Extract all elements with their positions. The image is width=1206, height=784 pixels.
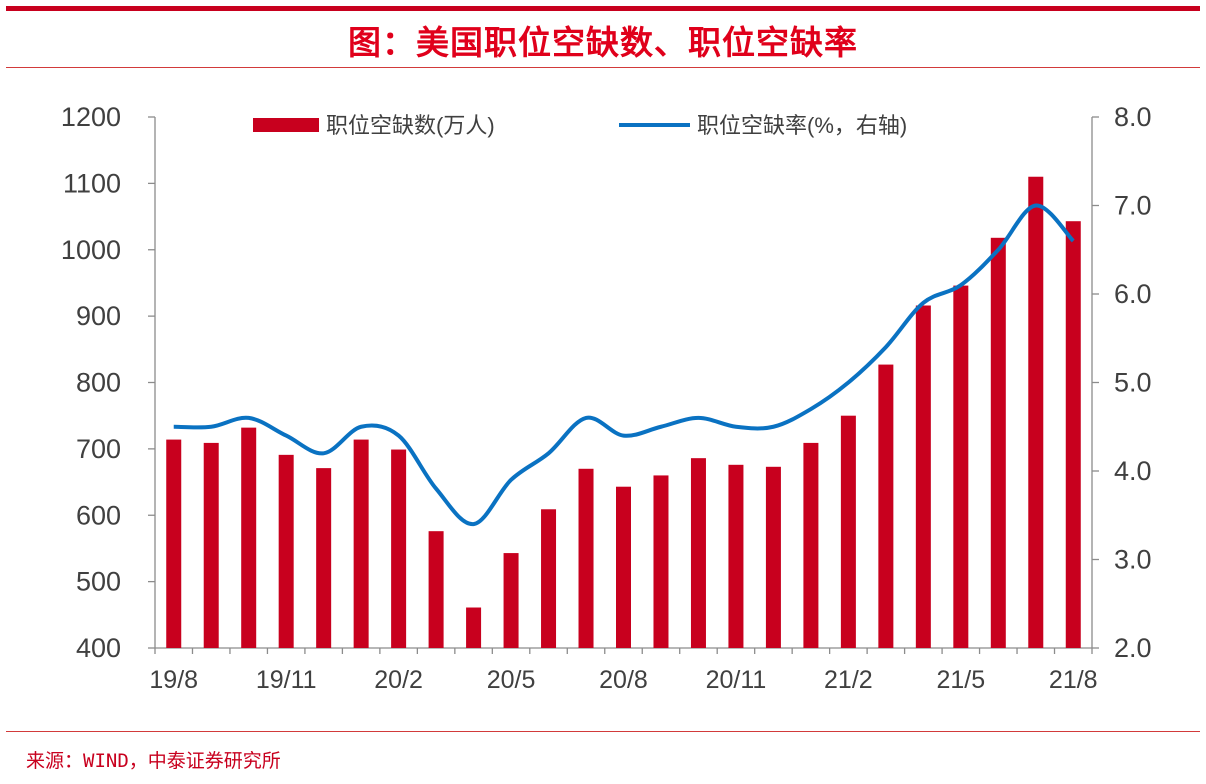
bar-19/10: [241, 427, 257, 648]
left-tick-label: 500: [76, 567, 121, 597]
legend-bar-swatch: [253, 118, 319, 132]
left-tick-label: 1100: [63, 168, 121, 198]
bottom-rule: [6, 731, 1200, 732]
bar-20/9: [653, 475, 669, 648]
bar-20/10: [690, 458, 706, 648]
bar-21/7: [1028, 176, 1044, 649]
bar-20/7: [578, 468, 594, 648]
bar-20/5: [503, 553, 519, 648]
left-tick-label: 600: [76, 500, 121, 530]
left-tick-label: 1000: [61, 235, 121, 265]
x-tick-label: 19/11: [256, 666, 317, 694]
bar-20/12: [765, 466, 781, 648]
bar-19/12: [316, 468, 332, 648]
bar-20/3: [428, 531, 444, 648]
bar-21/6: [990, 237, 1006, 649]
right-tick-label: 2.0: [1114, 633, 1152, 663]
bar-20/1: [353, 439, 369, 648]
bar-20/8: [616, 486, 631, 648]
chart-title: 图：美国职位空缺数、职位空缺率: [348, 23, 858, 62]
bar-21/1: [803, 442, 819, 648]
bar-21/2: [840, 415, 856, 648]
x-tick-label: 21/2: [824, 666, 873, 694]
x-tick-label: 21/8: [1049, 666, 1098, 694]
x-tick-label: 20/5: [487, 666, 536, 694]
right-tick-label: 8.0: [1114, 102, 1152, 132]
bar-19/8: [166, 439, 182, 648]
left-tick-label: 700: [76, 434, 121, 464]
left-tick-label: 900: [76, 301, 121, 331]
bar-20/6: [541, 509, 557, 648]
bar-19/11: [278, 454, 294, 648]
legend-line-label: 职位空缺率(%，右轴): [697, 113, 907, 138]
x-tick-label: 20/2: [374, 666, 423, 694]
left-tick-label: 400: [76, 633, 121, 663]
bar-21/3: [878, 364, 894, 648]
right-tick-label: 3.0: [1114, 545, 1152, 575]
bar-19/9: [203, 442, 219, 648]
left-tick-label: 1200: [61, 102, 121, 132]
bar-20/4: [466, 607, 482, 648]
right-tick-label: 6.0: [1114, 279, 1152, 309]
left-tick-label: 800: [76, 368, 121, 398]
bar-21/5: [953, 285, 969, 648]
legend-bar-label: 职位空缺数(万人): [326, 113, 495, 138]
x-tick-label: 21/5: [936, 666, 985, 694]
title-rule: [6, 67, 1200, 68]
x-tick-label: 20/8: [599, 666, 648, 694]
rate-line: [173, 203, 1075, 527]
right-tick-label: 7.0: [1114, 191, 1152, 221]
bar-21/4: [915, 305, 931, 648]
source-note: 来源：WIND，中泰证券研究所: [26, 750, 281, 772]
top-rule: [6, 6, 1200, 11]
bar-21/8: [1065, 221, 1081, 649]
x-tick-label: 19/8: [149, 666, 198, 694]
right-tick-label: 5.0: [1114, 368, 1152, 398]
x-tick-label: 20/11: [706, 666, 767, 694]
right-tick-label: 4.0: [1114, 456, 1152, 486]
bar-20/11: [728, 464, 744, 648]
bar-20/2: [391, 449, 407, 648]
